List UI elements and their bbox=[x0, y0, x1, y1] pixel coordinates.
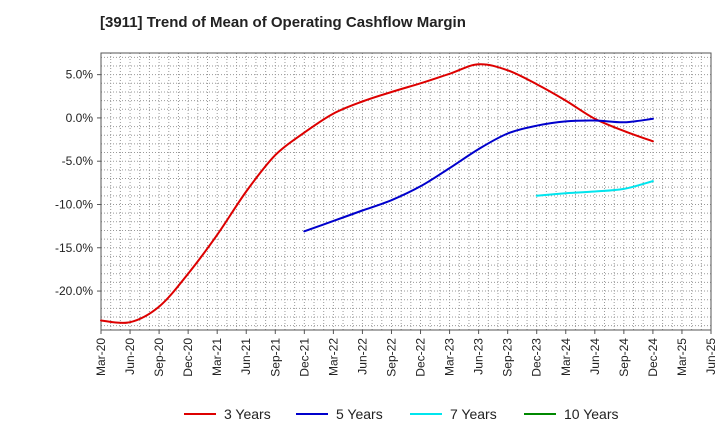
x-tick-label: Sep-22 bbox=[384, 338, 398, 377]
x-tick-label: Mar-20 bbox=[94, 338, 108, 376]
x-tick-label: Sep-23 bbox=[501, 338, 515, 377]
x-tick-label: Jun-22 bbox=[355, 338, 369, 375]
legend-swatch bbox=[296, 413, 328, 415]
legend-swatch bbox=[524, 413, 556, 415]
y-tick-label: 0.0% bbox=[66, 111, 94, 125]
legend-label: 3 Years bbox=[224, 406, 271, 422]
x-tick-label: Jun-23 bbox=[472, 338, 486, 375]
chart-legend: 3 Years 5 Years 7 Years 10 Years bbox=[0, 402, 720, 426]
legend-label: 7 Years bbox=[450, 406, 497, 422]
legend-label: 10 Years bbox=[564, 406, 619, 422]
chart-title: [3911] Trend of Mean of Operating Cashfl… bbox=[100, 14, 466, 31]
x-tick-label: Dec-20 bbox=[181, 338, 195, 377]
plot-frame bbox=[100, 52, 712, 331]
x-tick-label: Jun-21 bbox=[239, 338, 253, 375]
plot-area bbox=[101, 53, 711, 330]
x-tick-label: Dec-22 bbox=[414, 338, 428, 377]
legend-swatch bbox=[184, 413, 216, 415]
x-tick-label: Jun-24 bbox=[588, 338, 602, 375]
y-tick-label: -15.0% bbox=[55, 241, 93, 255]
x-tick-label: Dec-24 bbox=[646, 338, 660, 377]
x-tick-label: Sep-20 bbox=[152, 338, 166, 377]
legend-item-3-years: 3 Years bbox=[184, 402, 271, 426]
x-tick-label: Mar-22 bbox=[326, 338, 340, 376]
x-tick-label: Mar-24 bbox=[559, 338, 573, 376]
x-tick-label: Mar-23 bbox=[443, 338, 457, 376]
y-tick-label: -10.0% bbox=[55, 197, 93, 211]
x-tick-label: Dec-23 bbox=[530, 338, 544, 377]
legend-swatch bbox=[410, 413, 442, 415]
series-line-5-years bbox=[303, 117, 654, 233]
legend-label: 5 Years bbox=[336, 406, 383, 422]
x-tick-label: Dec-21 bbox=[297, 338, 311, 377]
x-tick-label: Jun-20 bbox=[123, 338, 137, 375]
series-line-7-years bbox=[535, 180, 654, 197]
legend-item-5-years: 5 Years bbox=[296, 402, 383, 426]
x-tick-label: Mar-21 bbox=[210, 338, 224, 376]
y-tick-label: 5.0% bbox=[66, 68, 94, 82]
legend-item-7-years: 7 Years bbox=[410, 402, 497, 426]
x-tick-label: Sep-24 bbox=[617, 338, 631, 377]
legend-item-10-years: 10 Years bbox=[524, 402, 619, 426]
x-tick-label: Mar-25 bbox=[675, 338, 689, 376]
x-tick-label: Sep-21 bbox=[268, 338, 282, 377]
x-tick-label: Jun-25 bbox=[704, 338, 718, 375]
y-tick-label: -5.0% bbox=[62, 154, 94, 168]
series-line-3-years bbox=[100, 63, 654, 324]
y-tick-label: -20.0% bbox=[55, 284, 93, 298]
line-chart: 5.0% 0.0% -5.0% -10.0% -15.0% -20.0% Mar-20 Jun… bbox=[55, 52, 718, 377]
